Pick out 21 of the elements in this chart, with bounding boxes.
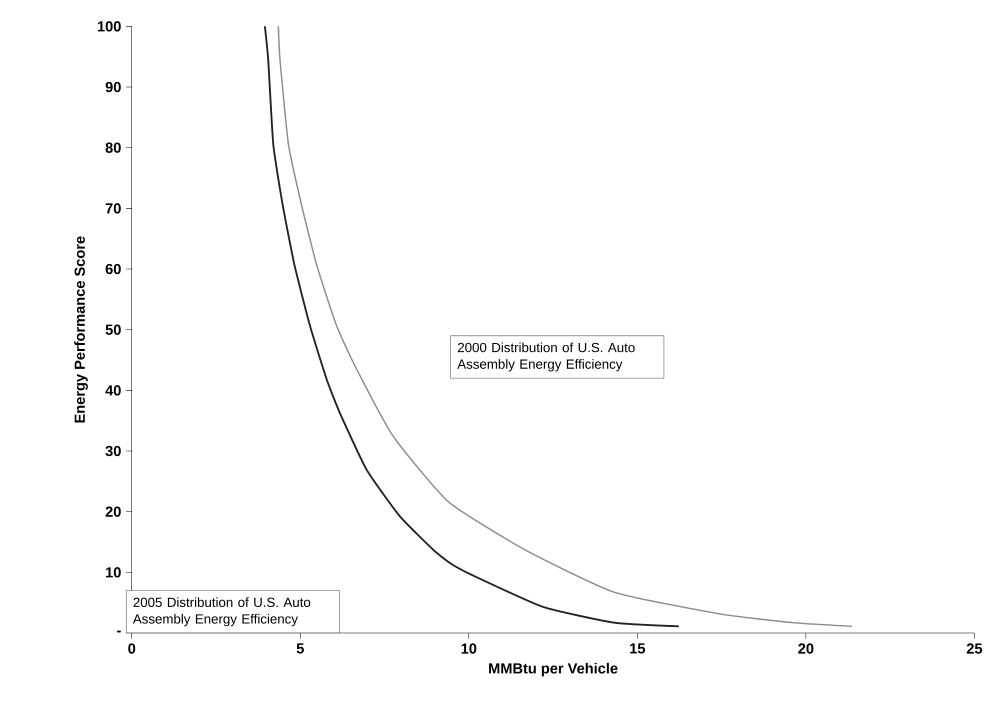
y-tick-label: 80 [106, 142, 121, 153]
annotation: 2000 Distribution of U.S. Auto Assembly Energy Efficiency [457, 342, 635, 372]
y-tick-label: 20 [106, 506, 121, 517]
x-tick-label: 10 [462, 643, 476, 654]
y-tick-label: 90 [106, 82, 121, 92]
x-tick-label: 20 [798, 643, 814, 654]
x-tick-label: 0 [128, 643, 136, 654]
y-tick-label: 100 [98, 21, 121, 32]
y-tick-label: 40 [105, 385, 121, 396]
x-tick-label: 15 [630, 643, 646, 654]
y-tick-label: 60 [106, 264, 121, 274]
y-tick-label: 70 [106, 203, 121, 214]
y-tick-label: 50 [106, 324, 121, 335]
x-tick-label: 5 [296, 643, 304, 654]
y-tick-label: 10 [106, 567, 121, 578]
y-axis-title: Energy Performance Score [74, 236, 88, 422]
annotation: 2005 Distribution of U.S. Auto Assembly Energy Efficiency [132, 597, 310, 626]
x-tick-label: 25 [966, 643, 982, 654]
y-tick-label: 30 [105, 446, 121, 456]
y-tick-label: - [117, 630, 121, 632]
x-axis-title: MMBtu per Vehicle [489, 662, 618, 676]
